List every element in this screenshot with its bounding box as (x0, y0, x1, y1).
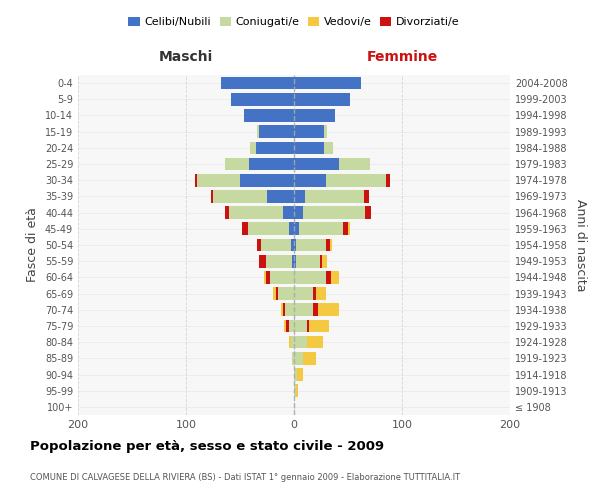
Bar (294, 142, 324, 154)
Bar (256, 142, 294, 154)
Bar (307, 336, 323, 348)
Bar (225, 158, 248, 170)
Bar (294, 126, 324, 138)
Bar (294, 77, 361, 90)
Y-axis label: Fasce di età: Fasce di età (26, 208, 39, 282)
Bar (197, 174, 240, 186)
Legend: Celibi/Nubili, Coniugati/e, Vedovi/e, Divorziati/e: Celibi/Nubili, Coniugati/e, Vedovi/e, Di… (124, 12, 464, 32)
Bar (248, 158, 294, 170)
Bar (294, 368, 297, 381)
Bar (324, 142, 333, 154)
Bar (326, 271, 331, 283)
Bar (250, 142, 256, 154)
Bar (296, 238, 326, 252)
Bar (289, 320, 294, 332)
Bar (309, 320, 329, 332)
Bar (291, 238, 294, 252)
Bar (294, 288, 313, 300)
Bar (313, 304, 318, 316)
Bar (211, 190, 213, 202)
Bar (194, 174, 197, 186)
Bar (232, 93, 294, 106)
Text: COMUNE DI CALVAGESE DELLA RIVIERA (BS) - Dati ISTAT 1° gennaio 2009 - Elaborazio: COMUNE DI CALVAGESE DELLA RIVIERA (BS) -… (30, 473, 460, 482)
Bar (266, 255, 292, 268)
Bar (242, 222, 248, 235)
Bar (248, 222, 289, 235)
Bar (296, 384, 298, 397)
Bar (307, 320, 309, 332)
Bar (259, 255, 266, 268)
Bar (322, 255, 328, 268)
Y-axis label: Anni di nascita: Anni di nascita (574, 198, 587, 291)
Bar (257, 126, 259, 138)
Bar (275, 288, 278, 300)
Bar (294, 352, 302, 364)
Bar (284, 320, 286, 332)
Bar (326, 238, 329, 252)
Bar (259, 126, 294, 138)
Bar (266, 271, 270, 283)
Bar (267, 190, 294, 202)
Bar (229, 206, 283, 219)
Bar (260, 238, 291, 252)
Bar (294, 255, 296, 268)
Bar (305, 190, 364, 202)
Bar (294, 222, 299, 235)
Bar (240, 174, 294, 186)
Bar (331, 271, 340, 283)
Text: Popolazione per età, sesso e stato civile - 2009: Popolazione per età, sesso e stato civil… (30, 440, 384, 453)
Bar (289, 336, 291, 348)
Bar (302, 352, 316, 364)
Bar (281, 304, 283, 316)
Bar (270, 271, 294, 283)
Bar (343, 222, 348, 235)
Bar (364, 190, 368, 202)
Bar (221, 77, 294, 90)
Bar (283, 304, 286, 316)
Bar (294, 206, 302, 219)
Bar (326, 174, 386, 186)
Bar (294, 174, 326, 186)
Bar (329, 238, 332, 252)
Text: Femmine: Femmine (367, 50, 437, 64)
Bar (289, 222, 294, 235)
Bar (294, 320, 307, 332)
Bar (291, 336, 294, 348)
Bar (294, 93, 350, 106)
Bar (299, 222, 343, 235)
Bar (264, 271, 266, 283)
Bar (386, 174, 390, 186)
Bar (225, 206, 229, 219)
Bar (292, 352, 294, 364)
Bar (294, 271, 326, 283)
Bar (283, 206, 294, 219)
Text: Maschi: Maschi (159, 50, 213, 64)
Bar (316, 288, 326, 300)
Bar (297, 368, 302, 381)
Bar (244, 109, 294, 122)
Bar (257, 238, 260, 252)
Bar (340, 158, 370, 170)
Bar (348, 222, 350, 235)
Bar (286, 320, 289, 332)
Bar (213, 190, 267, 202)
Bar (324, 126, 328, 138)
Bar (313, 288, 316, 300)
Bar (294, 190, 305, 202)
Bar (294, 336, 307, 348)
Bar (286, 304, 294, 316)
Bar (292, 255, 294, 268)
Bar (294, 238, 296, 252)
Bar (294, 109, 335, 122)
Bar (302, 206, 365, 219)
Bar (365, 206, 371, 219)
Bar (320, 255, 322, 268)
Bar (278, 288, 294, 300)
Bar (274, 288, 275, 300)
Bar (318, 304, 340, 316)
Bar (294, 384, 296, 397)
Bar (294, 158, 340, 170)
Bar (294, 304, 313, 316)
Bar (296, 255, 320, 268)
